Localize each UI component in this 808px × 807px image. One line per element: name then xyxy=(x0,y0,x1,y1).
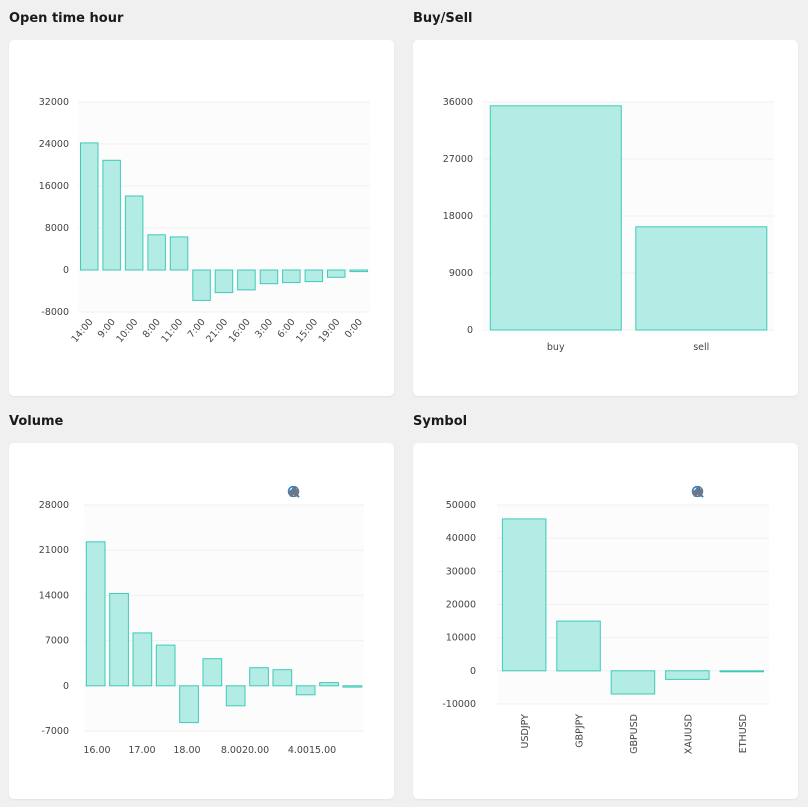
bar[interactable] xyxy=(342,685,363,688)
x-tick-label: 14:00 xyxy=(69,317,95,345)
bar[interactable] xyxy=(80,142,99,271)
x-tick-label: sell xyxy=(693,342,709,353)
bar[interactable] xyxy=(102,159,121,271)
bar[interactable] xyxy=(237,269,256,291)
bar[interactable] xyxy=(109,593,129,687)
y-tick-label: 36000 xyxy=(443,97,473,108)
x-tick-label: 19:00 xyxy=(317,317,343,345)
y-tick-label: -8000 xyxy=(41,307,69,318)
x-tick-label: 10:00 xyxy=(114,317,140,345)
bar[interactable] xyxy=(249,667,269,687)
x-tick-label: XAUUSD xyxy=(683,714,694,754)
open-time-hour-title: Open time hour xyxy=(9,11,124,26)
x-tick-label: 17.00 xyxy=(128,745,155,756)
y-tick-label: 27000 xyxy=(443,154,473,165)
x-tick-label: USDJPY xyxy=(520,714,531,749)
bar[interactable] xyxy=(124,195,144,271)
bar[interactable] xyxy=(719,670,764,673)
symbol-card: 50000 40000 30000 20000 10000 0 -10000 USDJPY GB… xyxy=(413,443,798,799)
bar[interactable] xyxy=(272,669,293,687)
x-tick-label: 18.00 xyxy=(173,745,200,756)
y-tick-label: 32000 xyxy=(39,97,69,108)
x-tick-label: buy xyxy=(547,342,565,353)
x-tick-label: ETHUSD xyxy=(738,714,749,753)
bar[interactable] xyxy=(169,236,189,271)
open-time-hour-card: 32000 24000 16000 8000 0 -8000 14:00 9:00 10:00 8… xyxy=(9,40,394,396)
y-tick-label: 0 xyxy=(470,666,476,677)
y-tick-label: 30000 xyxy=(446,566,476,577)
y-tick-label: 0 xyxy=(63,265,69,276)
y-tick-label: 9000 xyxy=(449,268,473,279)
y-tick-label: 7000 xyxy=(45,636,69,647)
bar[interactable] xyxy=(319,682,339,687)
buy-sell-chart: 36000 27000 18000 9000 0 buy sell xyxy=(443,97,774,353)
y-tick-label: 24000 xyxy=(39,139,69,150)
x-tick-label: GBPJPY xyxy=(575,714,586,748)
x-tick-label: 11:00 xyxy=(159,317,185,345)
bar[interactable] xyxy=(489,105,622,331)
bar[interactable] xyxy=(635,226,768,331)
bar[interactable] xyxy=(132,632,153,687)
bar[interactable] xyxy=(192,269,211,301)
volume-chart: 28000 21000 14000 7000 0 -7000 16.00 17.00 18.00… xyxy=(39,500,364,756)
bar[interactable] xyxy=(214,269,234,294)
bar[interactable] xyxy=(282,269,301,284)
x-tick-label: 15:00 xyxy=(294,317,320,345)
bar[interactable] xyxy=(665,670,710,680)
x-tick-label: 21:00 xyxy=(204,317,230,345)
y-tick-label: -7000 xyxy=(41,726,69,737)
plot-area xyxy=(84,505,364,731)
bar[interactable] xyxy=(259,269,279,285)
bar[interactable] xyxy=(349,269,368,273)
home-icon[interactable] xyxy=(691,485,704,498)
x-tick-label: GBPUSD xyxy=(629,714,640,754)
y-tick-label: -10000 xyxy=(442,699,476,710)
bar[interactable] xyxy=(147,234,166,271)
x-tick-label: 16.00 xyxy=(83,745,110,756)
bar[interactable] xyxy=(225,685,246,707)
home-icon[interactable] xyxy=(287,485,300,498)
bar[interactable] xyxy=(556,620,601,672)
bar[interactable] xyxy=(327,269,346,278)
volume-card: 28000 21000 14000 7000 0 -7000 16.00 17.00 18.00… xyxy=(9,443,394,799)
bar[interactable] xyxy=(155,644,176,687)
x-tick-label: 4.0015.00 xyxy=(288,745,336,756)
bar[interactable] xyxy=(295,685,316,696)
y-tick-label: 50000 xyxy=(446,500,476,511)
y-tick-label: 14000 xyxy=(39,590,69,601)
buy-sell-card: 36000 27000 18000 9000 0 buy sell xyxy=(413,40,798,396)
buy-sell-title: Buy/Sell xyxy=(413,11,473,26)
y-tick-label: 18000 xyxy=(443,211,473,222)
x-tick-label: 8.0020.00 xyxy=(221,745,269,756)
y-tick-label: 40000 xyxy=(446,533,476,544)
y-tick-label: 8000 xyxy=(45,223,69,234)
x-tick-label: 3:00 xyxy=(253,317,275,340)
y-tick-label: 20000 xyxy=(446,600,476,611)
y-tick-label: 21000 xyxy=(39,545,69,556)
y-tick-label: 0 xyxy=(63,681,69,692)
y-tick-label: 28000 xyxy=(39,500,69,511)
bar[interactable] xyxy=(610,670,656,695)
bar[interactable] xyxy=(202,658,223,687)
bar[interactable] xyxy=(501,518,547,672)
bar[interactable] xyxy=(304,269,324,283)
x-tick-label: 16:00 xyxy=(227,317,253,345)
symbol-title: Symbol xyxy=(413,414,468,429)
symbol-chart: 50000 40000 30000 20000 10000 0 -10000 USDJPY GB… xyxy=(442,500,769,754)
x-tick-label: 0:00 xyxy=(343,317,365,340)
y-tick-label: 10000 xyxy=(446,633,476,644)
y-tick-label: 16000 xyxy=(39,181,69,192)
bar[interactable] xyxy=(179,685,199,724)
volume-title: Volume xyxy=(9,414,64,429)
bar[interactable] xyxy=(85,541,106,687)
y-tick-label: 0 xyxy=(467,325,473,336)
